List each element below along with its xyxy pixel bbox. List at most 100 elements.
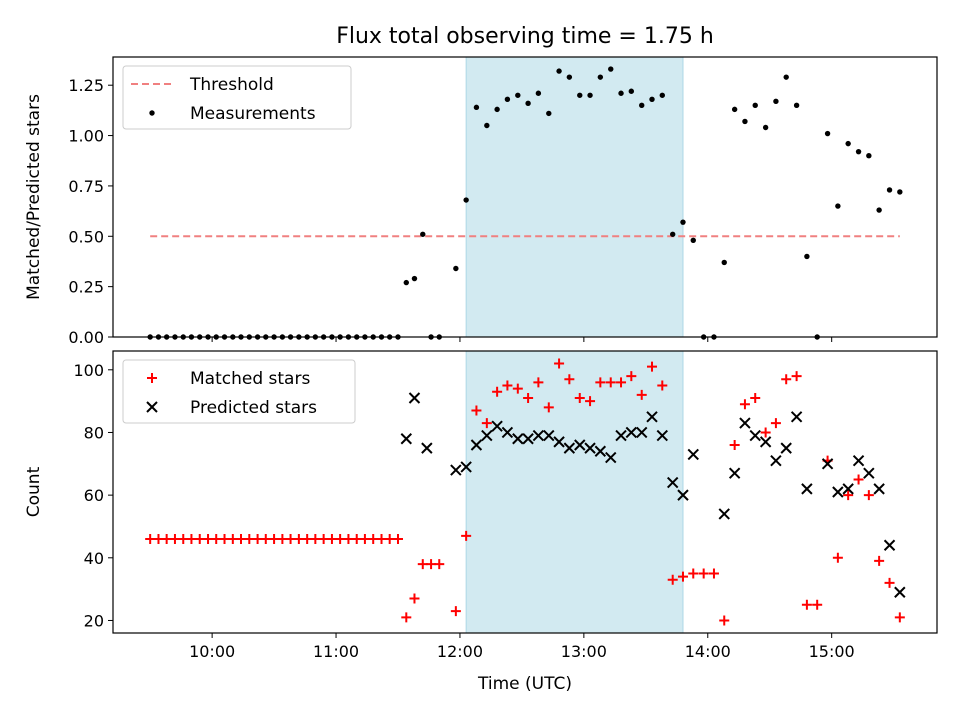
predicted-star-point	[512, 433, 524, 445]
predicted-star-point	[460, 461, 472, 473]
legend: Threshold Measurements	[122, 65, 352, 130]
matched-star-point	[708, 568, 719, 579]
predicted-star-point	[625, 426, 638, 439]
matched-star-point	[770, 418, 781, 429]
matched-star-point	[884, 577, 895, 588]
matched-star-point	[647, 361, 658, 372]
measurement-point	[680, 219, 686, 225]
predicted-star-point	[501, 426, 514, 439]
ratio-panel: 0.00 0.25 0.50 0.75 1.00 1.25 Matched/Predicte…	[24, 56, 938, 347]
matched-star-point	[502, 380, 513, 391]
matched-star-point	[739, 399, 750, 410]
measurement-point	[420, 231, 426, 237]
predicted-star-point	[801, 483, 813, 495]
matched-star-point	[523, 393, 534, 403]
matched-star-point	[409, 593, 420, 604]
measurement-point	[670, 231, 676, 237]
series-matched-stars	[145, 358, 905, 626]
y-tick-label: 80	[84, 423, 104, 442]
predicted-star-point	[832, 486, 844, 498]
predicted-star-point	[666, 476, 679, 489]
matched-star-point	[843, 490, 854, 501]
measurement-point	[752, 102, 758, 109]
matched-star-point	[554, 358, 565, 369]
predicted-star-point	[470, 439, 483, 451]
measurement-point	[525, 100, 531, 107]
matched-star-point	[894, 612, 905, 623]
x-tick-label: 11:00	[313, 642, 359, 661]
measurement-point	[845, 140, 851, 147]
predicted-star-point	[605, 451, 617, 464]
predicted-star-point	[863, 467, 875, 479]
predicted-star-point	[563, 442, 576, 454]
y-axis-label: Matched/Predicted stars	[24, 94, 44, 300]
predicted-star-point	[481, 429, 493, 442]
measurement-point	[773, 98, 779, 105]
matched-star-point	[853, 474, 864, 485]
predicted-star-point	[574, 439, 586, 451]
y-tick-label: 100	[73, 361, 104, 380]
matched-star-point	[636, 389, 647, 400]
matched-star-point	[781, 374, 792, 385]
predicted-star-point	[894, 586, 906, 598]
measurement-point	[597, 74, 604, 80]
measurement-point	[494, 106, 500, 113]
axes-frame	[112, 56, 938, 338]
predicted-star-point	[770, 454, 782, 467]
matched-star-point	[719, 615, 730, 626]
predicted-star-point	[790, 411, 803, 423]
measurement-point	[897, 189, 903, 195]
matched-star-point	[657, 380, 668, 391]
series-measurements	[147, 66, 903, 340]
observing-window-span	[465, 56, 684, 338]
measurement-point	[473, 104, 480, 111]
y-tick-label: 0.75	[68, 177, 104, 196]
matched-star-point	[863, 490, 874, 501]
measurement-point	[403, 279, 409, 286]
measurement-point	[793, 102, 800, 109]
x-axis-label: Time (UTC)	[477, 674, 572, 694]
legend: Matched stars Predicted stars	[122, 359, 356, 424]
matched-star-point	[512, 383, 523, 394]
legend-matched-swatch	[147, 373, 157, 383]
predicted-star-point	[421, 442, 433, 454]
matched-star-point	[677, 571, 688, 582]
measurement-point	[742, 118, 748, 125]
matched-star-point	[392, 534, 403, 544]
y-tick-label: 0.00	[68, 328, 104, 347]
legend-label: Predicted stars	[190, 398, 317, 418]
predicted-star-point	[873, 483, 885, 495]
legend-label: Matched stars	[190, 369, 310, 389]
predicted-star-point	[852, 454, 865, 467]
measurement-point	[566, 74, 573, 80]
predicted-star-point	[780, 442, 792, 454]
observing-window-span	[465, 350, 684, 634]
predicted-star-point	[646, 411, 658, 423]
predicted-star-point	[450, 464, 462, 476]
measurement-point	[835, 203, 841, 209]
measurement-point	[762, 124, 769, 131]
matched-star-point	[874, 555, 885, 566]
measurement-point	[628, 88, 635, 94]
matched-star-point	[616, 377, 627, 388]
matched-star-point	[760, 427, 771, 438]
matched-star-point	[750, 393, 761, 403]
legend-predicted-swatch	[146, 401, 158, 413]
y-tick-label: 60	[84, 486, 104, 505]
predicted-star-point	[553, 436, 565, 448]
chart-title: Flux total observing time = 1.75 h	[336, 24, 714, 49]
x-tick-label: 13:00	[561, 642, 607, 661]
measurement-point	[731, 106, 738, 113]
matched-star-point	[574, 393, 585, 403]
measurement-point	[535, 90, 542, 96]
measurement-point	[515, 92, 521, 98]
predicted-star-point	[687, 448, 699, 461]
predicted-star-point	[400, 433, 413, 445]
predicted-star-point	[739, 417, 751, 429]
matched-star-point	[461, 530, 472, 541]
predicted-star-point	[408, 392, 421, 404]
matched-star-point	[533, 377, 544, 388]
measurement-point	[411, 275, 418, 282]
matched-star-point	[801, 599, 812, 610]
measurement-point	[876, 207, 882, 213]
